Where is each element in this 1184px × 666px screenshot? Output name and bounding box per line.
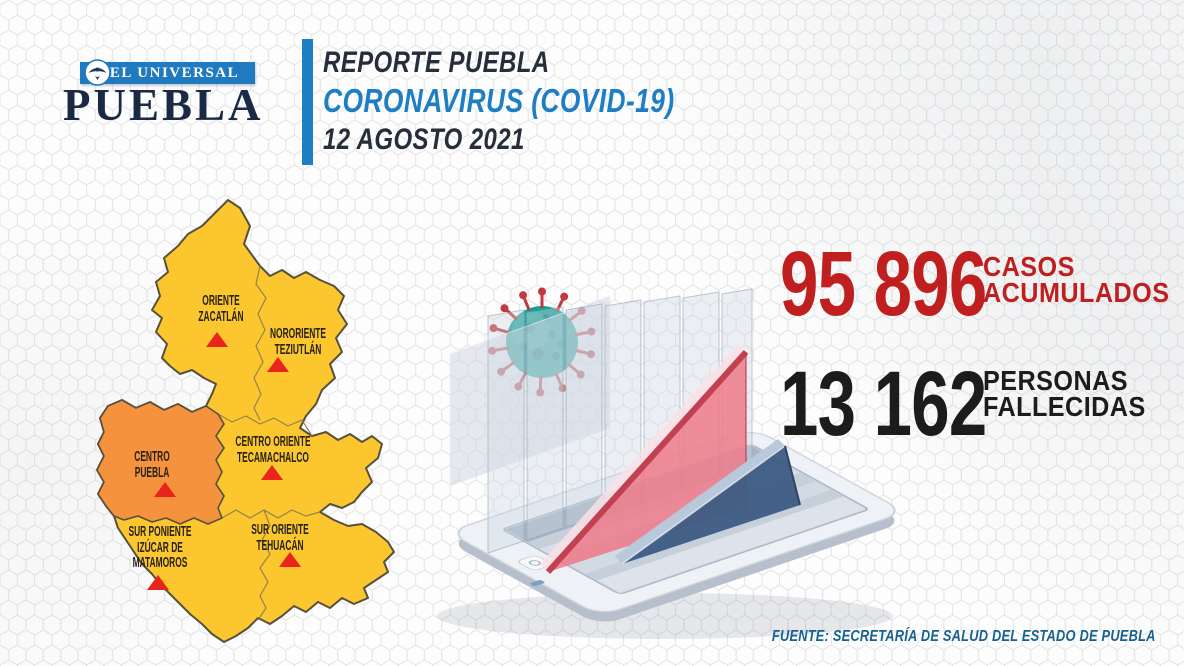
glass-band: [449, 295, 611, 487]
masthead-title: EL UNIVERSAL: [109, 64, 240, 81]
map-region-centro-puebla: [96, 399, 225, 525]
masthead-logo: EL UNIVERSAL PUEBLA: [63, 59, 293, 130]
puebla-region-map: ORIENTE ZACATLÁN NORORIENTE TEZIUTLÁN CE…: [70, 188, 440, 656]
masthead-subtitle: PUEBLA: [63, 80, 264, 130]
masthead-bar: EL UNIVERSAL: [80, 59, 255, 86]
report-date: 12 AGOSTO 2021: [323, 123, 525, 156]
source-caption: FUENTE: SECRETARÍA DE SALUD DEL ESTADO D…: [772, 628, 1156, 645]
eagle-icon: [84, 59, 111, 86]
header-divider-bar: [302, 39, 313, 165]
region-label-sur-poniente-izucar: SUR PONIENTE IZÚCAR DE MATAMOROS: [128, 524, 192, 571]
region-label-centro-oriente-tecamachalco: CENTRO ORIENTE TECAMACHALCO: [235, 434, 311, 466]
region-marker-triangle-icon: [279, 552, 301, 567]
map-state-outline: [96, 199, 395, 643]
region-label-centro-puebla: CENTRO PUEBLA: [134, 449, 170, 481]
cases-value: 95 896: [780, 233, 987, 335]
region-label-sur-oriente-tehuacan: SUR ORIENTE TEHUACÁN: [251, 522, 309, 554]
cases-label: CASOS ACUMULADOS: [983, 251, 1170, 308]
report-subtitle: CORONAVIRUS (COVID-19): [323, 82, 675, 119]
region-label-nororiente-teziutlan: NORORIENTE TEZIUTLÁN: [269, 326, 327, 358]
tablet-shadow: [437, 593, 893, 639]
region-label-oriente-zacatlan: ORIENTE ZACATLÁN: [198, 293, 244, 325]
side-port: [530, 580, 545, 586]
region-marker-triangle-icon: [267, 357, 289, 372]
region-marker-triangle-icon: [206, 332, 228, 347]
report-header: REPORTE PUEBLA CORONAVIRUS (COVID-19) 12…: [323, 44, 762, 159]
report-title: REPORTE PUEBLA: [323, 46, 550, 79]
tablet-chart-illustration: [437, 286, 896, 639]
region-marker-triangle-icon: [147, 575, 169, 590]
puebla-map-shapes: [96, 199, 395, 643]
region-marker-triangle-icon: [261, 465, 283, 480]
deaths-value: 13 162: [780, 353, 987, 455]
deaths-trend-wedge-blue: [615, 439, 801, 565]
map-region-boundaries: [217, 265, 321, 621]
region-marker-triangle-icon: [154, 482, 176, 497]
deaths-label: PERSONAS FALLECIDAS: [983, 365, 1146, 422]
